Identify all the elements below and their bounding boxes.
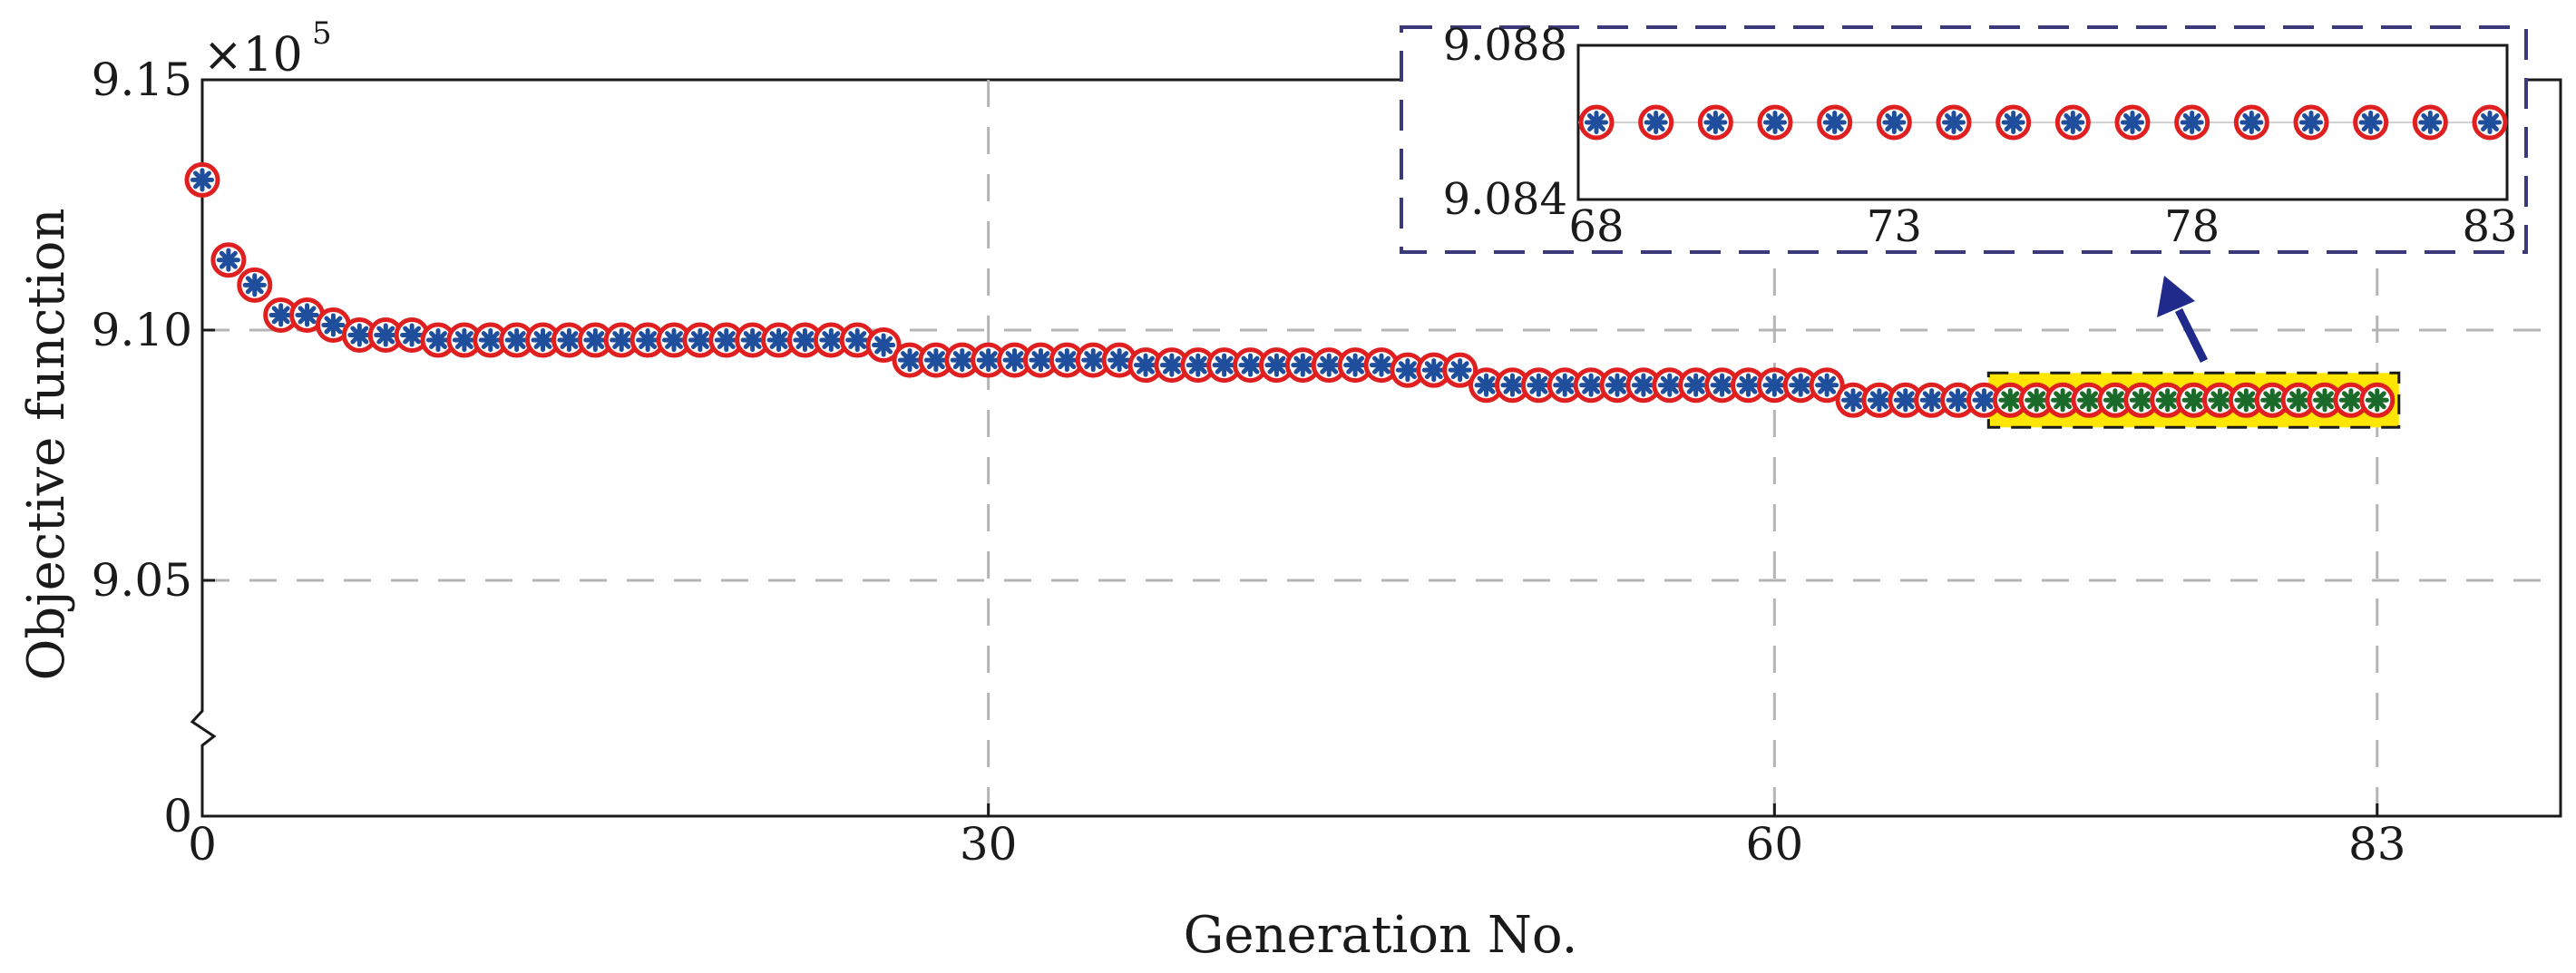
x-tick-label: 30 [960, 818, 1018, 871]
inset-data-point [1760, 107, 1791, 138]
x-tick-label: 83 [2348, 818, 2406, 871]
inset-data-point [2177, 107, 2208, 138]
x-axis-title: Generation No. [1184, 906, 1578, 965]
y-scale-base: ×10 [203, 28, 303, 83]
inset-data-point [1938, 107, 1969, 138]
inset-y-tick-label: 9.088 [1443, 20, 1567, 71]
y-scale-exponent: 5 [312, 15, 332, 52]
inset-data-point [2474, 107, 2505, 138]
data-point [213, 245, 244, 276]
inset-data-point [1700, 107, 1731, 138]
data-point [187, 164, 218, 195]
inset-data-point [2296, 107, 2327, 138]
inset-data-point [2236, 107, 2267, 138]
inset-x-tick-label: 78 [2164, 201, 2220, 252]
inset-y-tick-label: 9.084 [1443, 174, 1567, 225]
inset-x-tick-label: 68 [1568, 201, 1624, 252]
y-tick-label: 9.10 [92, 304, 192, 356]
y-tick-label: 9.15 [92, 54, 192, 106]
x-tick-label: 60 [1746, 818, 1804, 871]
y-tick-label: 9.05 [92, 554, 192, 607]
inset-data-point [1998, 107, 2029, 138]
inset-data-point [1581, 107, 1612, 138]
y-tick-label: 0 [163, 790, 192, 842]
objective-function-chart: 0 30 60 839.159.109.050 ×10 5 Generation No… [0, 0, 2576, 973]
data-point [239, 269, 270, 300]
inset-x-tick-label: 83 [2462, 201, 2517, 252]
inset-data-point [2117, 107, 2148, 138]
inset-data-point [1820, 107, 1850, 138]
inset-data-point [1878, 107, 1909, 138]
inset-x-tick-label: 73 [1867, 201, 1922, 252]
y-scale-label: ×10 5 [203, 15, 332, 83]
axis-break-icon [186, 691, 219, 773]
inset-data-point [1641, 107, 1672, 138]
inset-data-point [2356, 107, 2386, 138]
inset-panel: 68 73 78 83 9.088 9.084 [1401, 20, 2526, 252]
inset-data-point [2057, 107, 2088, 138]
y-axis-title: Objective function [17, 208, 76, 680]
data-point [2362, 384, 2393, 415]
inset-data-point [2415, 107, 2445, 138]
